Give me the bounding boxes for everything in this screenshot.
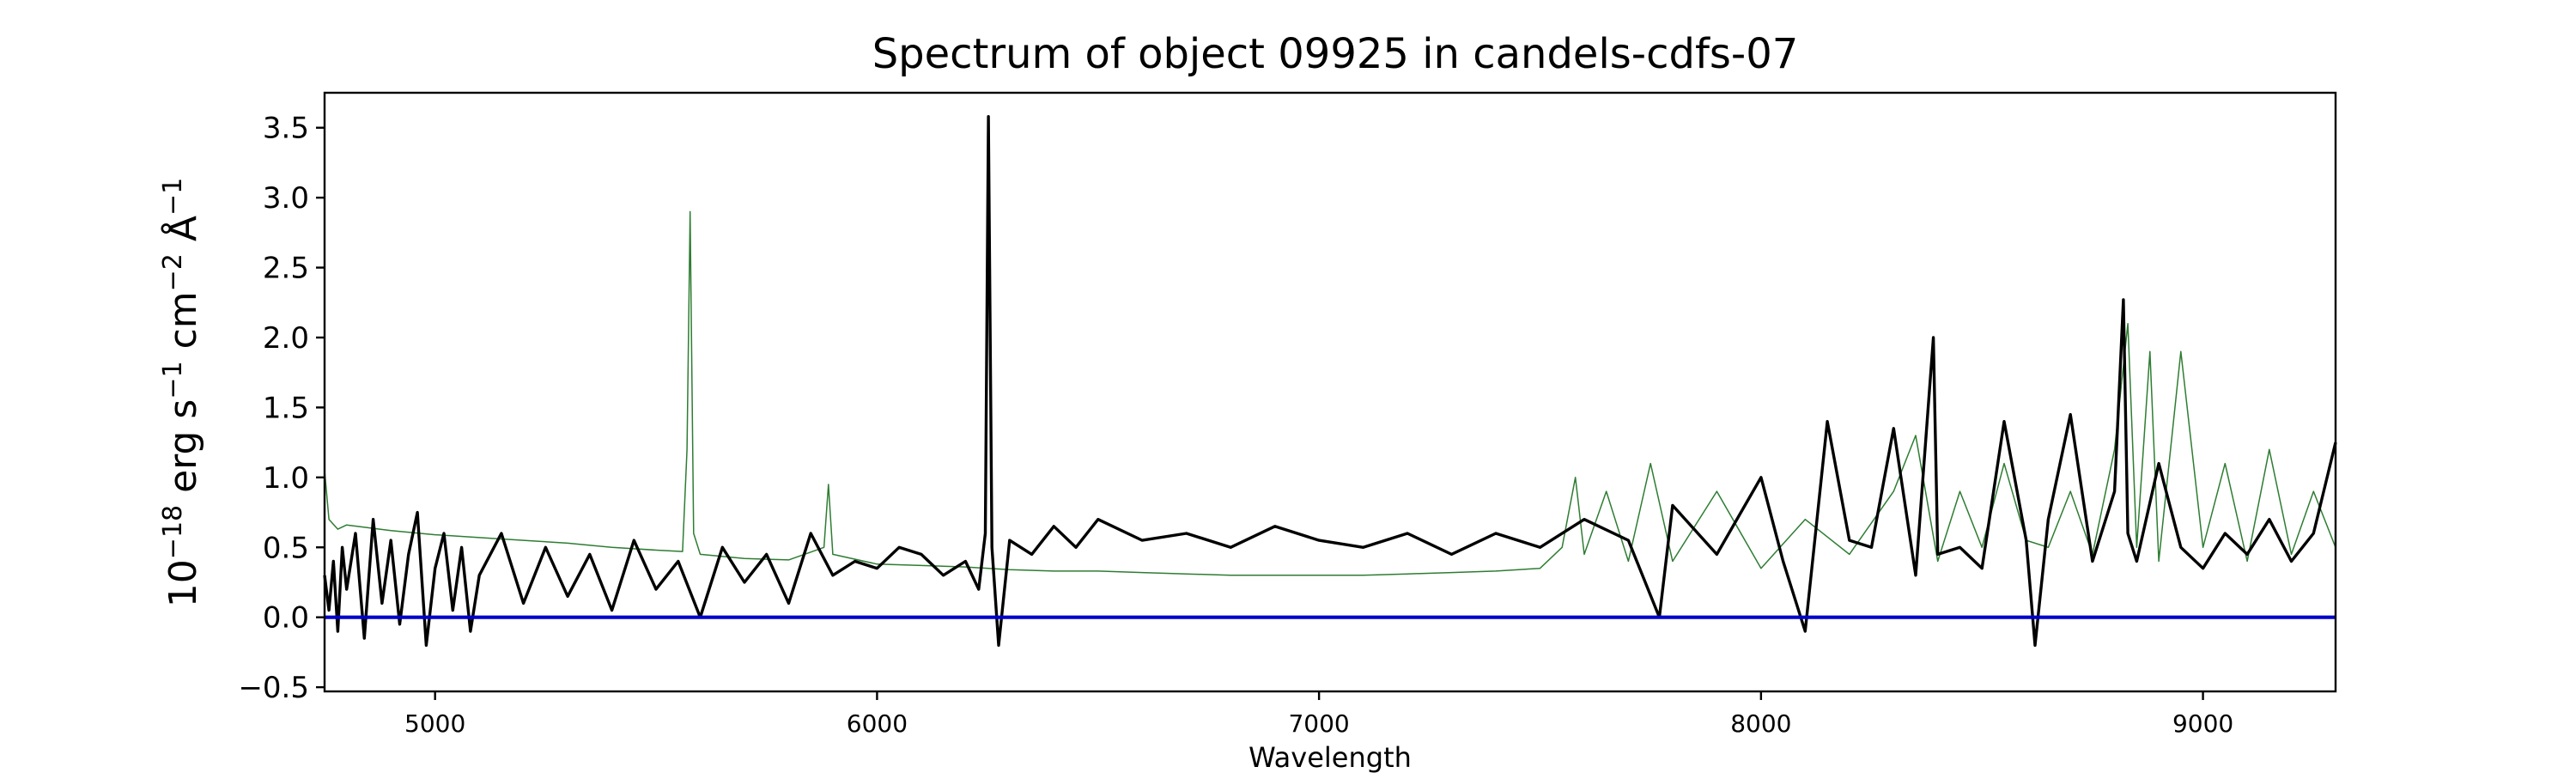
y-tick-label: 0.0 — [263, 601, 309, 636]
x-tick-label: 5000 — [404, 709, 465, 738]
x-axis-ticks: 5000 6000 7000 8000 9000 — [404, 691, 2233, 738]
y-label-erg-s: erg s — [161, 399, 205, 505]
x-axis-label: Wavelength — [1249, 741, 1412, 773]
y-tick-label: 0.5 — [263, 531, 309, 565]
y-tick-label: −0.5 — [238, 671, 309, 705]
y-tick-label: 1.5 — [263, 391, 309, 425]
y-label-base: 10 — [161, 559, 205, 607]
y-label-exp-1: −18 — [158, 505, 188, 559]
chart-title: Spectrum of object 09925 in candels-cdfs… — [872, 30, 1799, 78]
y-label-exp-4: −1 — [158, 178, 188, 216]
y-label-angstrom: Å — [160, 216, 205, 253]
y-label-cm: cm — [161, 291, 205, 361]
x-tick-label: 6000 — [847, 709, 908, 738]
x-tick-label: 8000 — [1730, 709, 1791, 738]
y-axis-ticks: −0.5 0.0 0.5 1.0 1.5 2.0 2.5 3.0 3.5 — [238, 112, 325, 705]
y-label-exp-2: −1 — [158, 361, 188, 399]
plot-frame — [323, 91, 2337, 693]
y-tick-label: 3.0 — [263, 181, 309, 216]
y-label-exp-3: −2 — [158, 253, 188, 291]
y-tick-label: 2.5 — [263, 252, 309, 286]
y-tick-label: 3.5 — [263, 112, 309, 146]
y-axis-label: 10−18 erg s−1 cm−2 Å−1 — [158, 178, 206, 607]
flux-series-line — [323, 114, 2337, 647]
x-tick-label: 9000 — [2172, 709, 2233, 738]
x-tick-label: 7000 — [1288, 709, 1349, 738]
y-tick-label: 1.0 — [263, 461, 309, 496]
y-tick-label: 2.0 — [263, 321, 309, 356]
plot-area — [323, 114, 2337, 647]
